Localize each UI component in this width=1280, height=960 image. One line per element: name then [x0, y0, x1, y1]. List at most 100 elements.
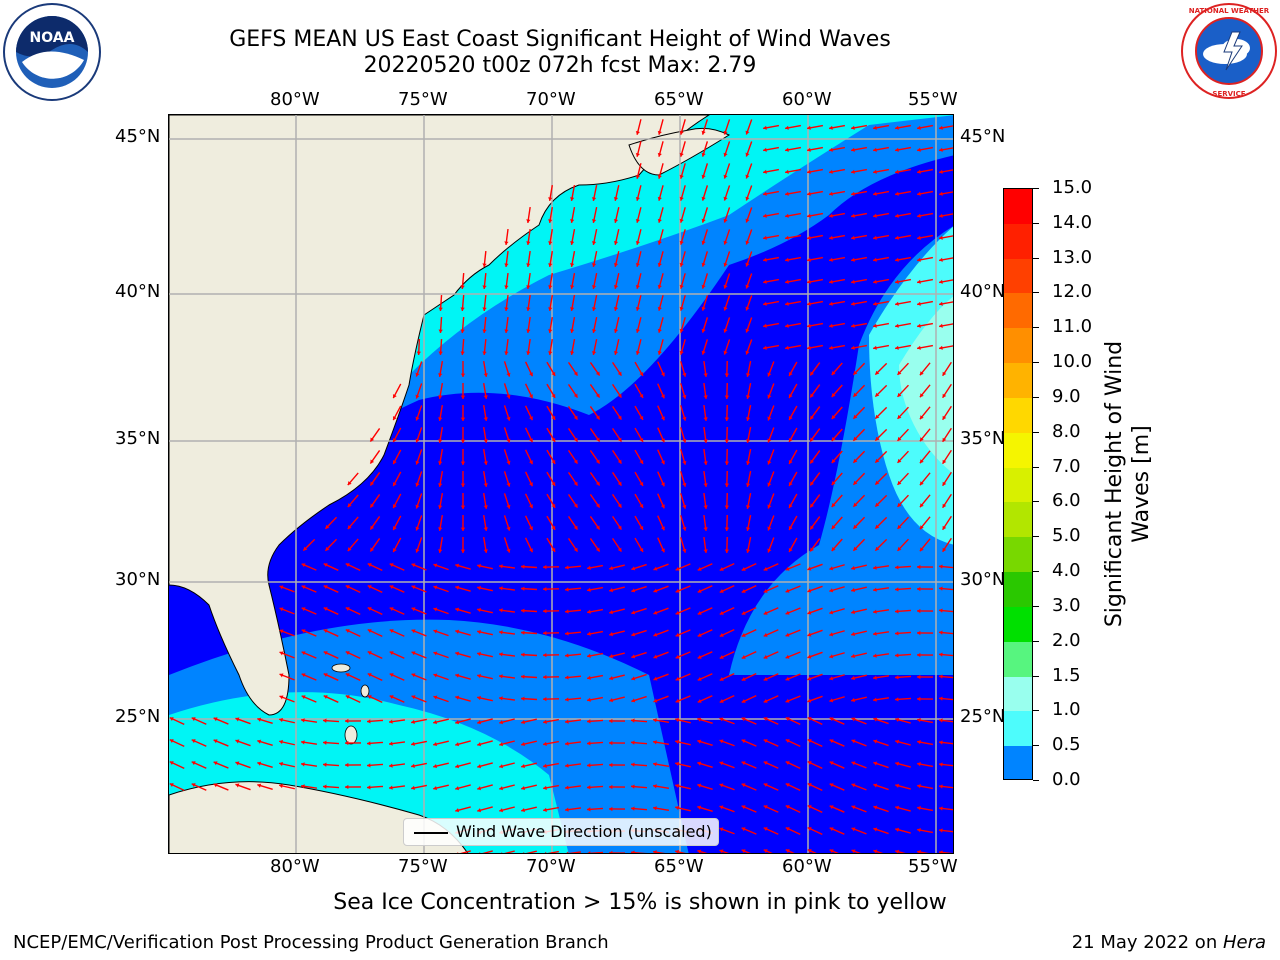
wave-arrow-head	[917, 169, 921, 174]
wave-arrow-head	[831, 459, 836, 464]
wave-arrow-head	[785, 632, 790, 637]
wave-arrow-head	[745, 439, 751, 443]
wave-arrow-head	[807, 783, 812, 788]
wave-arrow-head	[829, 213, 833, 218]
wave-arrow-head	[591, 263, 597, 267]
wave-arrow-head	[788, 393, 793, 398]
wave-arrow-head	[323, 585, 328, 590]
wave-arrow-head	[873, 191, 877, 196]
wave-arrow-head	[416, 351, 421, 355]
wave-arrow-head	[345, 607, 350, 611]
wave-arrow-head	[807, 125, 811, 130]
wave-arrow-head	[810, 481, 814, 486]
wave-arrow-head	[851, 849, 856, 853]
wave-arrow	[482, 850, 493, 853]
colorbar-tick	[1033, 292, 1039, 294]
colorbar-cell	[1004, 397, 1032, 434]
wave-arrow-head	[875, 436, 880, 441]
wave-arrow-head	[785, 345, 789, 350]
wave-arrow-head	[763, 610, 768, 615]
wave-arrow-head	[703, 439, 708, 443]
wave-arrow-head	[323, 629, 328, 634]
wave-arrow-head	[917, 213, 921, 218]
wave-arrow-head	[697, 783, 702, 788]
wave-arrow-head	[679, 174, 684, 179]
wave-arrow-head	[897, 502, 902, 507]
wave-arrow-head	[653, 698, 658, 703]
wave-arrow-head	[257, 717, 262, 722]
wave-arrow-head	[460, 307, 465, 311]
wave-arrow-head	[323, 718, 327, 723]
wave-arrow-head	[279, 761, 283, 767]
wave-arrow-head	[895, 805, 900, 810]
wave-arrow-head	[788, 481, 793, 486]
wave-arrow-head	[521, 652, 525, 657]
wave-arrow-head	[831, 393, 836, 398]
wave-arrow-head	[499, 608, 503, 613]
wave-arrow-head	[682, 504, 687, 509]
wave-arrow-head	[438, 417, 443, 421]
wave-arrow-head	[301, 673, 306, 678]
wave-arrow-head	[682, 548, 687, 553]
wave-arrow-head	[917, 630, 921, 636]
wave-arrow-head	[853, 480, 858, 485]
wave-arrow-head	[895, 147, 899, 152]
land-bahamas-3	[360, 684, 370, 698]
wave-arrow-head	[438, 351, 443, 355]
wave-arrow-head	[504, 263, 509, 267]
wave-arrow-head	[745, 505, 751, 509]
wave-arrow-head	[587, 763, 591, 768]
wave-arrow-head	[367, 607, 372, 612]
wave-arrow-head	[675, 761, 679, 767]
wave-arrow-head	[807, 169, 811, 174]
wave-arrow-head	[942, 481, 947, 486]
wave-arrow-head	[873, 279, 877, 284]
wave-arrow-head	[389, 719, 393, 724]
wave-arrow-head	[235, 717, 240, 722]
wave-arrow-head	[631, 806, 635, 811]
wave-arrow-head	[591, 219, 597, 223]
wave-arrow-head	[873, 609, 877, 614]
wave-arrow-head	[392, 504, 397, 509]
wave-arrow	[525, 850, 537, 853]
wave-arrow-head	[565, 653, 569, 658]
wave-arrow-head	[745, 218, 750, 223]
wave-arrow-head	[653, 740, 657, 745]
wave-arrow-head	[257, 783, 262, 788]
colorbar-cell	[1004, 328, 1032, 364]
wave-arrow-head	[939, 674, 943, 679]
wave-arrow-head	[807, 849, 812, 853]
lon-tick-top-75w: 75°W	[398, 89, 448, 110]
colorbar-tick-label: 4.0	[1052, 560, 1081, 582]
wave-arrow-head	[235, 739, 240, 744]
wave-arrow-head	[573, 437, 578, 442]
wave-arrow-head	[724, 439, 730, 443]
wave-arrow-head	[873, 345, 877, 350]
wave-arrow-head	[853, 436, 858, 441]
wave-arrow-head	[767, 460, 772, 465]
wave-arrow-head	[551, 459, 556, 464]
wave-arrow-head	[504, 329, 509, 333]
wave-arrow-head	[653, 762, 657, 767]
wave-arrow-head	[653, 850, 657, 853]
wave-arrow-head	[851, 697, 855, 703]
wave-arrow-head	[873, 653, 877, 658]
wave-arrow	[547, 850, 559, 853]
wave-arrow-head	[895, 631, 899, 636]
wave-arrow-head	[763, 805, 768, 810]
wave-arrow-head	[851, 235, 855, 240]
wave-arrow-head	[745, 417, 751, 421]
wave-arrow-head	[703, 461, 708, 465]
wave-arrow-head	[917, 345, 921, 350]
wave-arrow-head	[895, 827, 900, 832]
wave-arrow-head	[522, 851, 525, 853]
wave-arrow-head	[411, 585, 416, 590]
wave-arrow-head	[551, 525, 556, 530]
wave-arrow-head	[939, 740, 943, 745]
band-1.5-2.0	[899, 296, 953, 474]
wave-arrow-head	[939, 279, 943, 284]
wave-arrow-head	[631, 784, 635, 789]
wave-arrow-head	[917, 784, 921, 789]
wave-arrow-head	[457, 852, 459, 853]
wave-arrow-head	[939, 608, 943, 613]
